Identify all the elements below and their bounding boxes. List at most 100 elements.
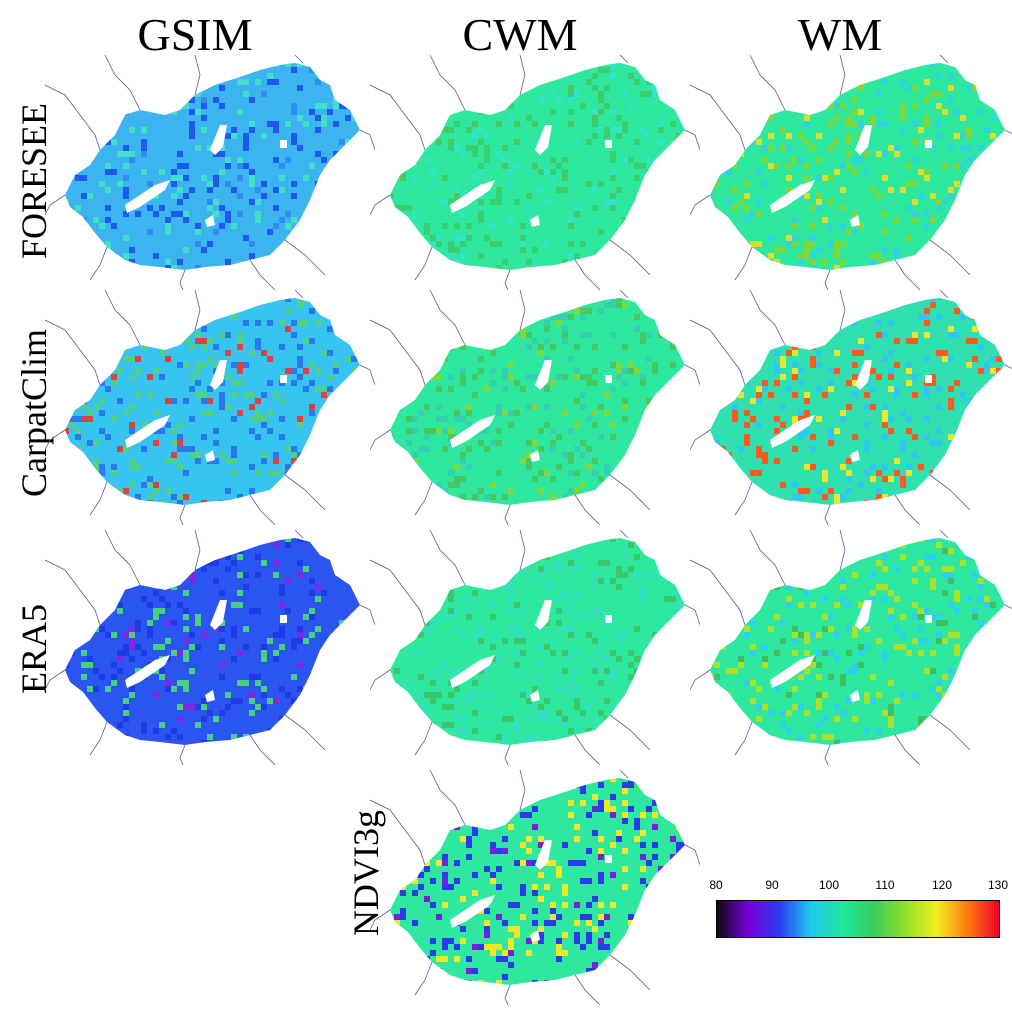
- river-line: [734, 246, 753, 281]
- map-foresee-cwm: [370, 55, 700, 290]
- lake-mask: [605, 615, 612, 623]
- river-line: [609, 954, 651, 991]
- colorbar-tick: 110: [875, 878, 895, 892]
- map-era5-cwm: [370, 530, 700, 765]
- river-line: [839, 290, 846, 331]
- lake-mask: [770, 415, 815, 448]
- river-line: [104, 290, 141, 346]
- lake-mask: [210, 600, 227, 630]
- lake-mask: [535, 125, 552, 155]
- river-line: [89, 246, 108, 281]
- river-line: [824, 504, 831, 525]
- lake-mask: [530, 215, 540, 227]
- river-line: [370, 84, 426, 151]
- lake-mask: [535, 600, 552, 630]
- river-line: [370, 799, 426, 866]
- river-line: [1004, 364, 1012, 369]
- map-foresee-gsim: [45, 55, 375, 290]
- river-line: [249, 734, 276, 765]
- river-line: [619, 530, 629, 539]
- river-line: [839, 530, 846, 571]
- river-line: [519, 55, 526, 96]
- river-line: [749, 290, 786, 346]
- river-line: [684, 129, 700, 151]
- river-line: [609, 714, 651, 751]
- map-cells: [65, 63, 360, 270]
- river-line: [45, 429, 66, 451]
- map-carpatclim-wm: [690, 290, 1012, 525]
- river-line: [370, 194, 391, 216]
- river-line: [939, 290, 949, 299]
- river-line: [370, 429, 391, 451]
- river-line: [894, 259, 921, 290]
- lake-mask: [205, 215, 215, 227]
- map-foresee-wm: [690, 55, 1012, 290]
- river-line: [45, 669, 66, 691]
- river-line: [104, 55, 141, 111]
- river-line: [929, 474, 971, 511]
- river-line: [45, 559, 101, 626]
- lake-mask: [450, 655, 495, 688]
- lake-mask: [125, 180, 170, 213]
- river-line: [45, 319, 101, 386]
- map-cells: [390, 538, 685, 745]
- river-line: [574, 734, 601, 765]
- river-line: [249, 259, 276, 290]
- river-line: [619, 770, 629, 779]
- map-svg: [690, 290, 1012, 525]
- map-svg: [690, 530, 1012, 765]
- colorbar-tick: 80: [709, 878, 723, 892]
- map-carpatclim-cwm: [370, 290, 700, 525]
- lake-mask: [850, 450, 860, 462]
- river-line: [690, 194, 711, 216]
- river-line: [414, 481, 433, 516]
- lake-mask: [530, 930, 540, 942]
- river-line: [894, 734, 921, 765]
- lake-mask: [535, 360, 552, 390]
- lake-mask: [125, 655, 170, 688]
- map-cells: [710, 538, 1005, 745]
- colorbar-gradient: [716, 900, 1000, 938]
- lake-mask: [205, 690, 215, 702]
- lake-mask: [210, 125, 227, 155]
- map-svg: [370, 55, 700, 290]
- river-line: [284, 239, 326, 276]
- lake-mask: [855, 360, 872, 390]
- lake-mask: [280, 140, 287, 148]
- river-line: [370, 319, 426, 386]
- map-era5-wm: [690, 530, 1012, 765]
- map-cells: [390, 778, 685, 985]
- lake-mask: [770, 655, 815, 688]
- river-line: [89, 721, 108, 756]
- river-line: [734, 481, 753, 516]
- river-line: [414, 721, 433, 756]
- map-cells: [710, 63, 1005, 270]
- river-line: [1004, 604, 1012, 609]
- river-line: [824, 744, 831, 765]
- colorbar-tick: 120: [931, 878, 953, 892]
- column-title-wm: WM: [797, 9, 883, 60]
- river-line: [1004, 129, 1012, 134]
- river-line: [504, 269, 511, 290]
- river-line: [749, 55, 786, 111]
- river-line: [45, 84, 101, 151]
- river-line: [194, 530, 201, 571]
- river-line: [684, 364, 700, 386]
- lake-mask: [850, 215, 860, 227]
- river-line: [284, 714, 326, 751]
- map-svg: [690, 55, 1012, 290]
- river-line: [429, 770, 466, 826]
- lake-mask: [450, 180, 495, 213]
- map-carpatclim-gsim: [45, 290, 375, 525]
- river-line: [519, 770, 526, 811]
- lake-mask: [535, 840, 552, 870]
- river-line: [504, 744, 511, 765]
- river-line: [294, 290, 304, 299]
- lake-mask: [205, 450, 215, 462]
- river-line: [519, 290, 526, 331]
- map-svg: [45, 290, 375, 525]
- river-line: [690, 559, 746, 626]
- river-line: [619, 55, 629, 64]
- lake-mask: [925, 615, 932, 623]
- lake-mask: [855, 600, 872, 630]
